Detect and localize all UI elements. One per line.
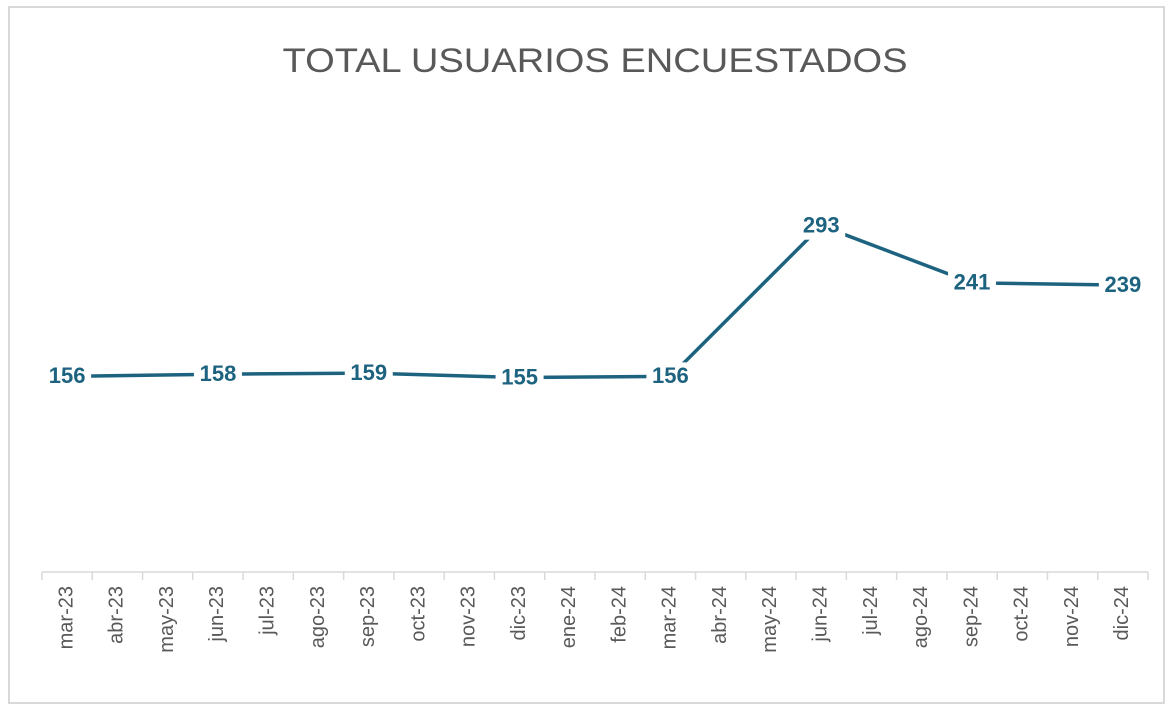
label-bg <box>1098 271 1147 300</box>
data-label: 241 <box>954 270 991 295</box>
x-tick-label: jul-24 <box>860 586 882 636</box>
x-tick-label: oct-24 <box>1011 586 1033 642</box>
x-tick-label: mar-24 <box>659 586 681 649</box>
x-tick-label: may-24 <box>759 586 781 653</box>
x-tick-label: nov-23 <box>458 586 480 647</box>
x-tick-label: ene-24 <box>558 586 580 648</box>
label-bg <box>344 359 393 388</box>
x-tick-label: may-23 <box>156 586 178 653</box>
label-bg <box>495 363 544 392</box>
x-tick-label: mar-23 <box>55 586 77 649</box>
x-tick-label: feb-24 <box>608 586 630 643</box>
label-bg <box>797 211 846 240</box>
x-tick-label: abr-24 <box>709 586 731 644</box>
x-tick-label: ago-23 <box>307 586 329 648</box>
x-tick-label: sep-23 <box>357 586 379 647</box>
line <box>67 223 1123 380</box>
x-tick-label: abr-23 <box>106 586 128 644</box>
x-tick-label: dic-23 <box>508 586 530 640</box>
x-tick-label: dic-24 <box>1111 586 1133 640</box>
chart-border <box>8 6 1165 704</box>
data-label: 159 <box>350 360 387 385</box>
data-label: 293 <box>803 213 840 238</box>
x-tick-label: jun-24 <box>810 586 832 643</box>
x-tick-label: ago-24 <box>910 586 932 648</box>
label-bg <box>43 362 92 391</box>
data-label: 156 <box>652 363 689 388</box>
x-tick-label: sep-24 <box>960 586 982 647</box>
x-tick-label: oct-23 <box>407 586 429 642</box>
x-tick-label: jun-23 <box>206 586 228 643</box>
x-tick-label: nov-24 <box>1061 586 1083 647</box>
data-label: 156 <box>49 363 86 388</box>
label-bg <box>646 362 695 391</box>
data-label: 158 <box>200 361 237 386</box>
data-label: 239 <box>1105 272 1142 297</box>
x-tick-label: jul-23 <box>257 586 279 636</box>
data-label: 155 <box>501 364 538 389</box>
label-bg <box>193 360 242 389</box>
label-bg <box>948 268 997 297</box>
chart-title: TOTAL USUARIOS ENCUESTADOS <box>283 42 908 80</box>
